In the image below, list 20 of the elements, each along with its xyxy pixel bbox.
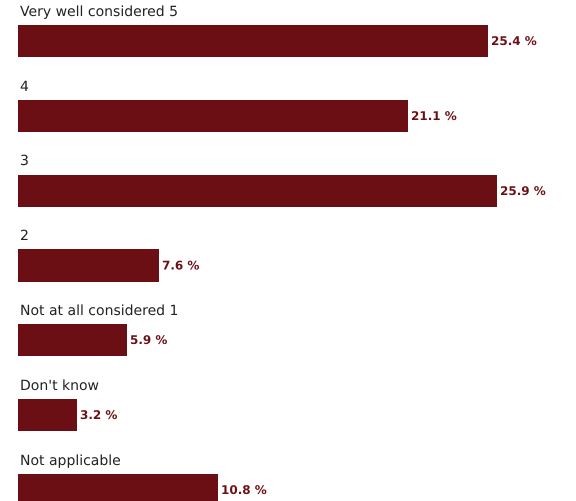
data-label: 7.6 % — [162, 258, 200, 272]
y-tick-label: 4 — [20, 79, 29, 95]
data-label: 25.9 % — [500, 184, 546, 198]
bar — [18, 100, 408, 132]
bar — [18, 399, 77, 431]
bar — [18, 324, 127, 356]
bar — [18, 25, 488, 57]
bar — [18, 175, 497, 207]
data-label: 3.2 % — [80, 408, 118, 422]
y-tick-label: 3 — [20, 153, 29, 169]
y-tick-label: 2 — [20, 228, 29, 244]
data-label: 21.1 % — [411, 109, 457, 123]
data-label: 10.8 % — [221, 483, 267, 497]
data-label: 25.4 % — [491, 34, 537, 48]
y-tick-label: Not at all considered 1 — [20, 303, 178, 319]
bar — [18, 249, 159, 282]
data-label: 5.9 % — [130, 333, 168, 347]
y-tick-label: Very well considered 5 — [20, 4, 178, 20]
y-tick-label: Don't know — [20, 378, 100, 394]
y-tick-label: Not applicable — [20, 453, 121, 469]
